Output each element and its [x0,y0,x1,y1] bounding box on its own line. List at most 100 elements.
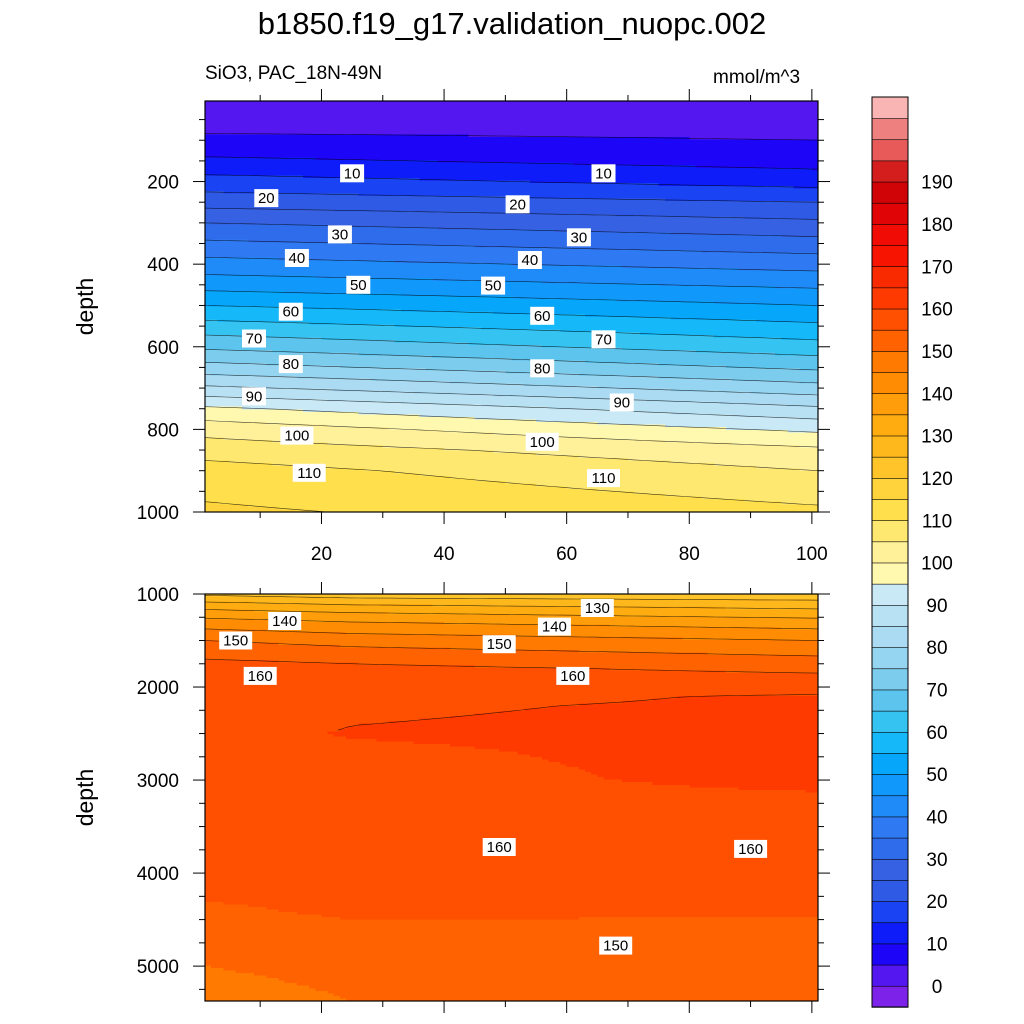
contour-label: 60 [530,306,555,325]
contour-label: 110 [587,469,620,488]
contour-line [204,156,819,170]
contour-label: 40 [517,251,542,269]
contour-label: 130 [580,599,614,617]
colorbar-swatch [871,752,909,775]
contour-lines [204,133,819,513]
colorbar-tick-label: 30 [926,850,947,871]
chart-title: b1850.f19_g17.validation_nuopc.002 [0,6,1024,42]
units-label: mmol/m^3 [713,67,800,89]
y-tick-label: 200 [147,173,179,194]
colorbar-swatch [871,160,909,183]
y-tick-label: 400 [147,255,179,276]
contour-label: 150 [599,936,633,955]
contour-label: 10 [591,164,616,183]
contour-label: 20 [505,195,530,214]
contour-line [204,174,819,188]
colorbar-tick-label: 70 [926,681,947,702]
contour-label: 160 [243,666,277,685]
colorbar-swatch [871,202,909,225]
contour-label: 70 [242,329,266,348]
colorbar-swatch [871,96,909,119]
colorbar-swatch [871,456,909,479]
upper-panel: 10 10 20 20 30 30 40 40 50 50 60 60 70 70 80 80 90 90 100 1… [72,89,830,565]
y-tick-label: 5000 [137,957,179,978]
contour-label: 10 [340,164,365,183]
y-tick-label: 4000 [137,864,179,885]
y-tick-label: 2000 [137,678,179,699]
contour-label: 160 [734,839,768,858]
contour-line [204,362,819,384]
contour-field [205,101,819,513]
colorbar-swatch [871,795,909,818]
colorbar-tick-label: 190 [921,173,953,194]
colorbar-swatch [871,837,909,860]
colorbar-swatch [871,689,909,712]
contour-line [204,274,819,289]
colorbar-tick-label: 120 [921,469,953,490]
colorbar-tick-label: 110 [922,511,952,532]
contour-line [204,420,819,448]
colorbar-swatch [871,731,909,754]
contour-label: 150 [482,635,516,654]
colorbar: 0 10 20 30 40 50 60 70 80 90 100 110 120 130 140 150 160… [871,96,953,1008]
colorbar-swatch [871,139,909,162]
x-tick-label: 20 [311,544,332,565]
contour-label: 90 [242,387,266,406]
contour-line [204,305,819,323]
contour-line [204,374,819,396]
contour-label: 110 [292,463,326,482]
y-axis-label: depth [72,769,98,827]
contour-line [204,658,819,674]
colorbar-tick-label: 80 [926,638,947,659]
colorbar-swatch [871,265,909,289]
colorbar-swatch [871,329,909,352]
colorbar-frame [871,96,909,1008]
colorbar-tick-label: 0 [932,977,943,998]
contour-label: 60 [278,302,303,321]
colorbar-tick-label: 130 [921,427,953,448]
x-tick-label: 40 [433,544,454,565]
contour-line [204,601,819,610]
colorbar-swatch [871,858,909,881]
contour-label: 30 [566,228,591,247]
colorbar-swatch [871,477,909,500]
colorbar-swatch [871,519,909,543]
contour-line [204,319,819,341]
contour-label: 40 [284,249,309,267]
colorbar-swatch [871,710,909,733]
colorbar-tick-label: 170 [921,257,953,278]
colorbar-tick-label: 20 [926,892,947,913]
colorbar-swatch [871,308,909,331]
colorbar-swatch [871,943,909,966]
contour-line [204,349,819,371]
contour-label: 50 [346,275,371,294]
colorbar-swatch [871,985,909,1008]
colorbar-swatch [871,541,909,564]
colorbar-tick-label: 180 [921,215,953,236]
lower-panel: 140 150 150 140 130 160 160 160 160 150 1000 2000 30… [72,582,830,1013]
contour-field [205,594,819,1002]
contour-line [204,406,819,433]
y-tick-label: 3000 [137,771,179,792]
colorbar-swatch [871,625,909,648]
colorbar-swatch [871,498,909,521]
colorbar-swatch [871,223,909,246]
x-tick-label: 60 [556,544,577,565]
colorbar-swatch [871,181,909,204]
contour-line [205,133,819,141]
colorbar-swatch [871,435,909,458]
contour-label: 30 [327,225,352,244]
y-tick-label: 800 [147,420,179,441]
plot-frame [204,100,819,513]
contour-label: 100 [280,426,314,445]
contour-label: 50 [481,276,506,295]
colorbar-swatch [871,414,909,437]
colorbar-swatch [871,773,909,797]
contour-line [204,239,819,255]
y-axis-label: depth [72,278,98,336]
contour-label: 160 [556,666,590,685]
contour-label: 140 [268,612,302,630]
colorbar-tick-label: 100 [921,554,953,575]
colorbar-swatch [871,604,909,627]
